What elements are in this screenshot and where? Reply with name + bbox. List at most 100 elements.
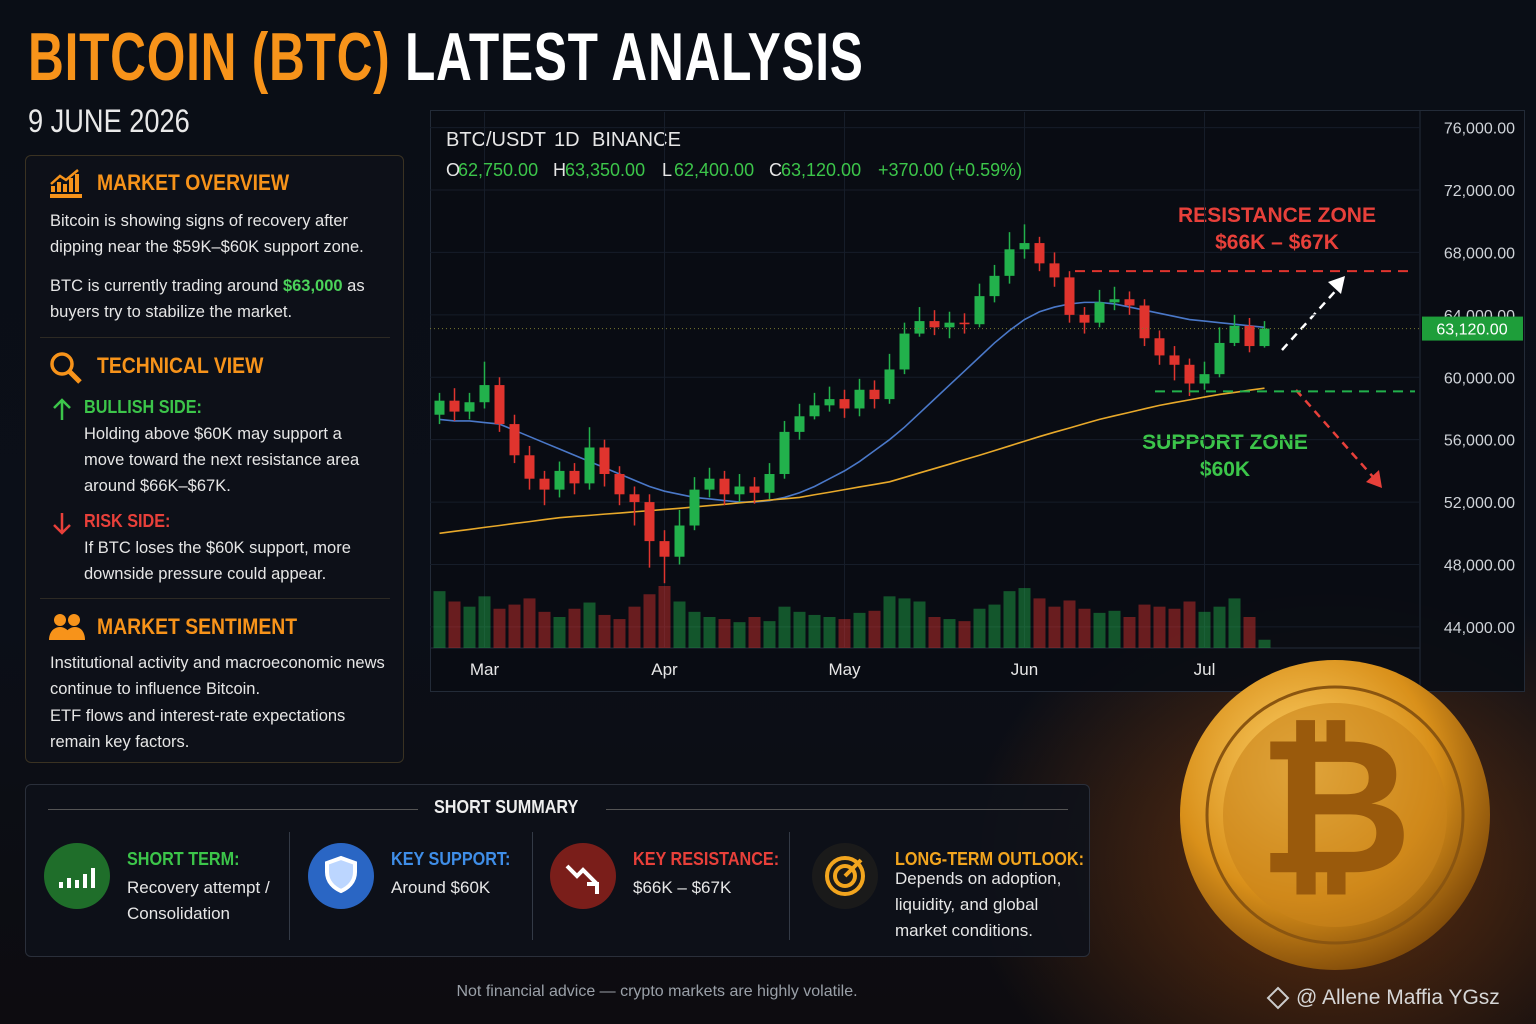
volume-bar [1228,598,1241,648]
volume-bar [793,611,806,648]
y-tick-label: 68,000.00 [1444,245,1515,262]
summary-item-text: Recovery attempt / Consolidation [127,878,270,923]
summary-item-title: LONG-TERM OUTLOOK: [895,849,1084,869]
volume-bar [838,619,851,648]
summary-title: SHORT SUMMARY [434,797,579,817]
watermark-icon [1266,986,1290,1010]
icon-shape [1266,986,1290,1010]
candle-body [959,322,970,325]
candle-body [1244,325,1255,347]
paragraph: BTC is currently trading around $63,000 … [50,273,395,325]
summary-icon [44,843,110,909]
volume-bar [1003,591,1016,648]
ohlc-key: L [662,160,672,180]
volume-bar [1138,604,1151,648]
x-tick-label: May [828,660,861,679]
ohlc-key: O [446,160,460,180]
icon-shape [53,513,71,535]
candle-body [719,478,730,495]
price-tag-label: 63,120.00 [1436,322,1507,339]
icon-shape [825,856,866,896]
volume-bar [928,617,941,648]
candle-body [764,474,775,493]
candle-body [449,400,460,412]
candle-body [929,321,940,328]
candle-body [884,369,895,400]
summary-rule [606,809,1068,810]
volume-bar [1213,606,1226,648]
candle-body [1064,277,1075,315]
volume-bar [958,621,971,648]
annotation: SUPPORT ZONE [1142,431,1308,454]
volume-bar [538,611,551,648]
candle-body [749,486,760,493]
risk-title: RISK SIDE: [84,511,171,531]
price-tag [1422,316,1523,341]
volume-bar [763,621,776,648]
candle-body [479,385,490,403]
candle-body [1124,299,1135,306]
coin-ring [1205,685,1465,945]
summary-item-text: Around $60K [391,878,491,897]
price-highlight: $63,000 [282,277,343,295]
candle-body [824,399,835,406]
candle-body [1034,243,1045,264]
candle-body [1214,342,1225,375]
summary-icon [550,843,616,909]
candle-body [569,470,580,484]
volume-bar [868,610,881,648]
candle-body [584,447,595,484]
summary-item-text: $66K – $67K [633,878,732,897]
volume-bar [628,606,641,648]
candle-body [674,525,685,557]
section-title: MARKET OVERVIEW [97,170,290,195]
volume-bar [583,602,596,648]
volume-bar [688,611,701,648]
bull-title: BULLISH SIDE: [84,397,202,417]
volume-bar [913,601,926,648]
candle-body [599,447,610,475]
volume-bar [1153,606,1166,648]
candle-body [899,333,910,370]
section-title: TECHNICAL VIEW [97,353,264,378]
volume-bar [643,594,656,648]
summary-item-title: SHORT TERM: [127,849,240,869]
candle-body [1094,302,1105,323]
disclaimer: Not financial advice — crypto markets ar… [456,983,858,1000]
divider [40,337,390,338]
exchange: BINANCE [592,129,681,151]
x-tick-label: Apr [651,660,678,679]
annotation: RESISTANCE ZONE [1178,204,1376,227]
volume-bar [523,598,536,648]
volume-bar [1168,608,1181,648]
candle-body [989,275,1000,297]
x-tick-label: Jul [1194,660,1216,679]
candle-body [1079,314,1090,323]
summary-separator [789,832,790,940]
volume-bar [463,606,476,648]
candle-body [434,400,445,415]
paragraph: If BTC loses the $60K support, more down… [84,539,351,583]
summary-separator [289,832,290,940]
symbol: BTC/USDT [446,129,546,151]
volume-bar [973,608,986,648]
volume-bar [1078,608,1091,648]
volume-bar [658,586,671,648]
volume-bar [823,617,836,648]
candle-body [659,541,670,557]
icon-shape [50,352,74,376]
volume-bar [1123,617,1136,648]
volume-bar [478,596,491,648]
candle-body [1019,243,1030,250]
volume-bar [703,617,716,648]
candle-body [1109,299,1120,303]
volume-bar [1198,611,1211,648]
volume-bar [448,601,461,648]
summary-item-text: Depends on adoption, liquidity, and glob… [895,869,1062,940]
icon-up [53,398,71,420]
text: BTC is currently trading around [50,277,283,295]
candle-body [734,486,745,495]
volume-bar [808,614,821,648]
volume-bar [883,596,896,648]
volume-bar [1093,612,1106,648]
